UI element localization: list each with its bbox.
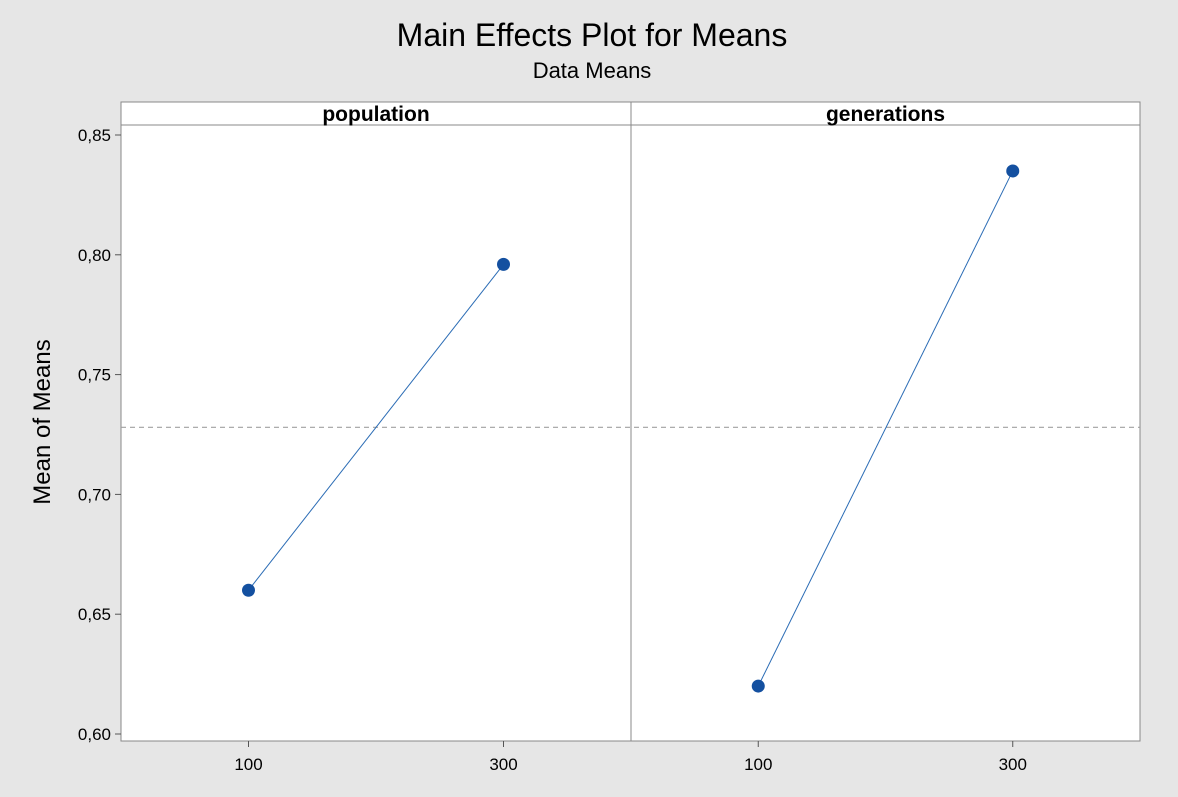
chart-title: Main Effects Plot for Means — [397, 17, 788, 53]
y-tick-label: 0,80 — [78, 246, 111, 265]
x-tick-label: 300 — [999, 755, 1027, 774]
series-line — [248, 264, 504, 591]
y-tick-label: 0,65 — [78, 605, 111, 624]
data-point — [1006, 164, 1020, 178]
series-line — [757, 170, 1014, 687]
y-tick-label: 0,75 — [78, 366, 111, 385]
chart-subtitle: Data Means — [533, 58, 652, 83]
plot-area: 0,60 0,65 0,70 0,75 0,80 0,85 population 100 300… — [78, 101, 1141, 774]
y-axis-label: Mean of Means — [29, 339, 56, 504]
x-tick-label: 300 — [489, 755, 517, 774]
y-tick-label: 0,85 — [78, 126, 111, 145]
y-tick-label: 0,60 — [78, 725, 111, 744]
x-tick-label: 100 — [744, 755, 772, 774]
y-tick-label: 0,70 — [78, 485, 111, 504]
data-point — [751, 679, 765, 693]
panel-label: generations — [826, 103, 945, 126]
data-point — [242, 583, 255, 597]
x-tick-label: 100 — [234, 755, 262, 774]
panel-label: population — [322, 103, 429, 126]
data-point — [497, 257, 510, 271]
